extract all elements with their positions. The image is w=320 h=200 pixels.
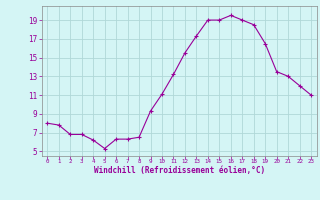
- X-axis label: Windchill (Refroidissement éolien,°C): Windchill (Refroidissement éolien,°C): [94, 166, 265, 175]
